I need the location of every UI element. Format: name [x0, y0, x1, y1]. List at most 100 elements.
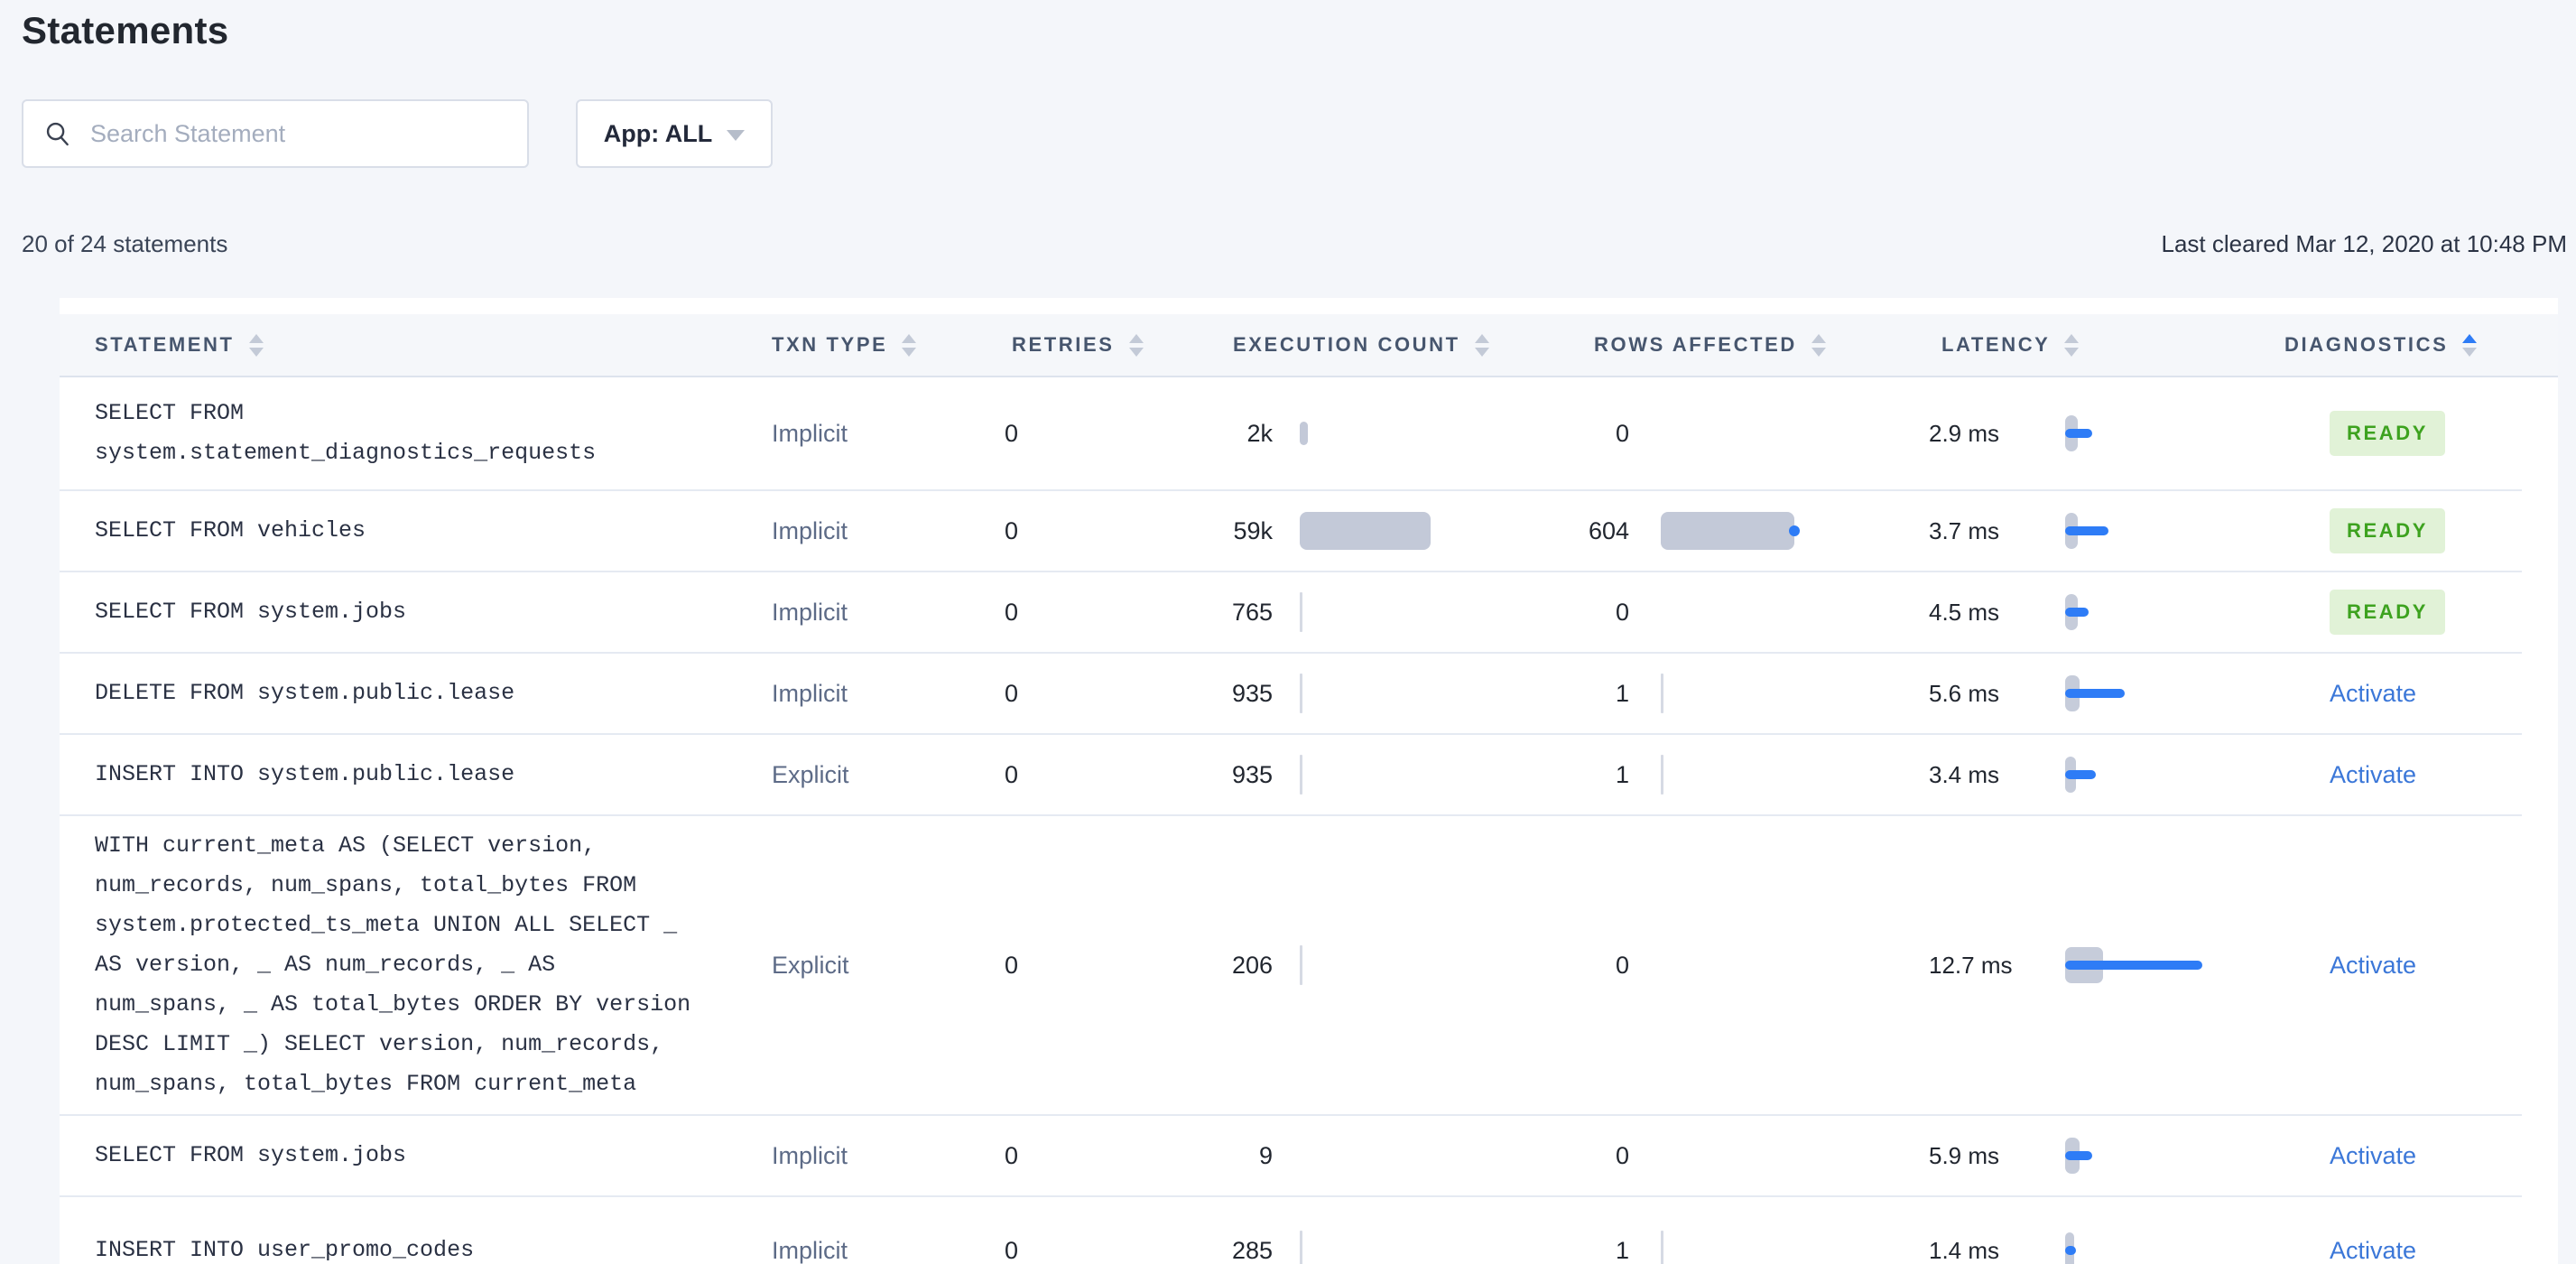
search-icon — [46, 122, 69, 146]
table-body: SELECT FROM system.statement_diagnostics… — [60, 377, 2558, 1264]
latency-mean-bar — [2065, 961, 2202, 970]
diagnostics-ready-badge[interactable]: READY — [2330, 590, 2446, 635]
activate-diagnostics-link[interactable]: Activate — [2330, 760, 2417, 788]
execution-count-value: 935 — [1231, 760, 1273, 788]
execution-count-bar — [1300, 592, 1302, 632]
column-label: EXECUTION COUNT — [1233, 333, 1460, 356]
activate-diagnostics-link[interactable]: Activate — [2330, 1236, 2417, 1264]
column-label: ROWS AFFECTED — [1594, 333, 1797, 356]
execution-count-bar — [1300, 422, 1308, 445]
txn-type-value: Explicit — [772, 760, 849, 788]
rows-affected-value: 1 — [1615, 1236, 1629, 1264]
sort-arrows-icon — [1474, 333, 1489, 357]
statement-cell: DELETE FROM system.public.lease — [60, 674, 772, 713]
statement-cell: SELECT FROM system.statement_diagnostics… — [60, 394, 772, 473]
execution-count-bar — [1300, 1231, 1302, 1264]
rows-affected-value: 0 — [1615, 1141, 1629, 1169]
rows-affected-value: 1 — [1615, 679, 1629, 707]
table-row[interactable]: SELECT FROM system.statement_diagnostics… — [60, 377, 2522, 491]
table-row[interactable]: SELECT FROM system.jobs Implicit 0 765 0… — [60, 572, 2522, 654]
table-row[interactable]: SELECT FROM system.jobs Implicit 0 9 0 5… — [60, 1116, 2522, 1197]
activate-diagnostics-link[interactable]: Activate — [2330, 1141, 2417, 1169]
sort-arrows-icon — [1128, 333, 1144, 357]
column-header-diagnostics[interactable]: DIAGNOSTICS — [2284, 314, 2478, 376]
retries-value: 0 — [1005, 760, 1019, 788]
rows-affected-value: 604 — [1588, 516, 1629, 544]
diagnostics-cell: Activate — [2270, 1237, 2522, 1264]
table-row[interactable]: INSERT INTO system.public.lease Explicit… — [60, 735, 2522, 816]
latency-viz-cell — [2065, 1136, 2270, 1176]
diagnostics-ready-badge[interactable]: READY — [2330, 411, 2446, 456]
latency-value: 3.7 ms — [1929, 516, 2000, 544]
latency-value: 1.4 ms — [1929, 1236, 2000, 1264]
column-header-latency[interactable]: LATENCY — [1941, 314, 2080, 376]
statement-link[interactable]: SELECT FROM vehicles — [95, 517, 366, 544]
retries-value: 0 — [1005, 598, 1019, 626]
diagnostics-cell: Activate — [2270, 680, 2522, 708]
rows-affected-value: 0 — [1615, 951, 1629, 979]
activate-diagnostics-link[interactable]: Activate — [2330, 951, 2417, 979]
statement-link[interactable]: SELECT FROM system.statement_diagnostics… — [95, 400, 597, 466]
table-row[interactable]: INSERT INTO user_promo_codes Implicit 0 … — [60, 1197, 2522, 1264]
txn-type-value: Implicit — [772, 419, 848, 447]
column-header-statement[interactable]: STATEMENT — [95, 314, 264, 376]
execution-count-value: 765 — [1231, 598, 1273, 626]
latency-mean-bar — [2065, 1246, 2076, 1255]
execution-count-value: 935 — [1231, 679, 1273, 707]
diagnostics-cell: READY — [2270, 590, 2522, 635]
statement-link[interactable]: SELECT FROM system.jobs — [95, 1142, 407, 1168]
column-header-retries[interactable]: RETRIES — [1012, 314, 1144, 376]
execution-count-bar-cell — [1273, 1136, 1485, 1176]
statement-link[interactable]: INSERT INTO system.public.lease — [95, 761, 515, 787]
latency-mean-bar — [2065, 429, 2092, 438]
app-filter-dropdown[interactable]: App: ALL — [576, 99, 773, 168]
sort-arrows-icon — [2462, 333, 2478, 357]
txn-type-value: Implicit — [772, 1141, 848, 1169]
statement-link[interactable]: WITH current_meta AS (SELECT version, nu… — [95, 832, 691, 1097]
latency-value: 5.6 ms — [1929, 679, 2000, 707]
column-header-txn-type[interactable]: TXN TYPE — [772, 314, 917, 376]
statement-link[interactable]: DELETE FROM system.public.lease — [95, 680, 515, 706]
rows-affected-bar-cell — [1629, 674, 1885, 713]
search-input[interactable] — [88, 118, 507, 149]
latency-viz-cell — [2065, 414, 2270, 453]
statement-link[interactable]: INSERT INTO user_promo_codes — [95, 1237, 475, 1263]
filter-controls: App: ALL — [22, 99, 773, 168]
rows-affected-bar — [1661, 755, 1663, 795]
latency-mean-bar — [2065, 770, 2096, 779]
latency-value: 3.4 ms — [1929, 760, 2000, 788]
activate-diagnostics-link[interactable]: Activate — [2330, 679, 2417, 707]
statement-cell: WITH current_meta AS (SELECT version, nu… — [60, 826, 772, 1104]
latency-value: 12.7 ms — [1929, 951, 2013, 979]
retries-value: 0 — [1005, 1141, 1019, 1169]
rows-affected-value: 0 — [1615, 419, 1629, 447]
last-cleared-label: Last cleared Mar 12, 2020 at 10:48 PM — [2161, 230, 2568, 257]
table-row[interactable]: WITH current_meta AS (SELECT version, nu… — [60, 816, 2522, 1116]
execution-count-bar-cell — [1273, 511, 1485, 551]
retries-value: 0 — [1005, 516, 1019, 544]
rows-affected-bar — [1661, 674, 1663, 713]
rows-affected-bar-cell — [1629, 945, 1885, 985]
execution-count-bar-cell — [1273, 674, 1485, 713]
latency-value: 4.5 ms — [1929, 598, 2000, 626]
table-meta-row: 20 of 24 statements Last cleared Mar 12,… — [22, 230, 2567, 258]
latency-viz-cell — [2065, 1231, 2270, 1264]
diagnostics-cell: Activate — [2270, 952, 2522, 980]
table-row[interactable]: DELETE FROM system.public.lease Implicit… — [60, 654, 2522, 735]
latency-viz-cell — [2065, 674, 2270, 713]
sort-arrows-icon — [248, 333, 264, 357]
rows-affected-bar-cell — [1629, 755, 1885, 795]
rows-affected-bar — [1661, 1231, 1663, 1264]
diagnostics-ready-badge[interactable]: READY — [2330, 508, 2446, 553]
latency-mean-bar — [2065, 689, 2125, 698]
table-row[interactable]: SELECT FROM vehicles Implicit 0 59k 604 … — [60, 491, 2522, 572]
search-statement-box[interactable] — [22, 99, 529, 168]
execution-count-bar-cell — [1273, 755, 1485, 795]
column-header-rows-affected[interactable]: ROWS AFFECTED — [1594, 314, 1826, 376]
statement-cell: SELECT FROM system.jobs — [60, 1136, 772, 1176]
column-header-execution-count[interactable]: EXECUTION COUNT — [1233, 314, 1489, 376]
execution-count-bar — [1300, 674, 1302, 713]
statement-link[interactable]: SELECT FROM system.jobs — [95, 599, 407, 625]
statement-cell: SELECT FROM vehicles — [60, 511, 772, 551]
diagnostics-cell: READY — [2270, 411, 2522, 456]
